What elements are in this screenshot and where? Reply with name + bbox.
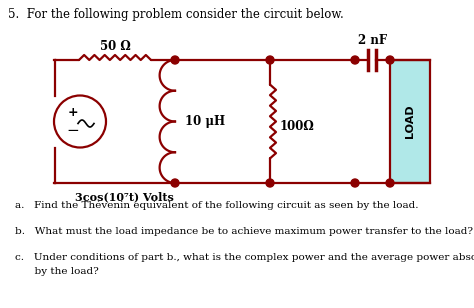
Circle shape (351, 179, 359, 187)
Circle shape (386, 56, 394, 64)
Circle shape (171, 179, 179, 187)
Circle shape (386, 179, 394, 187)
Text: b.   What must the load impedance be to achieve maximum power transfer to the lo: b. What must the load impedance be to ac… (15, 227, 473, 236)
Text: +: + (68, 106, 78, 119)
Text: 2 nF: 2 nF (358, 34, 387, 47)
Circle shape (266, 179, 274, 187)
Text: 10 μH: 10 μH (185, 115, 225, 128)
Circle shape (351, 56, 359, 64)
Text: 50 Ω: 50 Ω (100, 40, 130, 53)
Text: 100Ω: 100Ω (280, 120, 315, 133)
Text: 5.  For the following problem consider the circuit below.: 5. For the following problem consider th… (8, 8, 344, 21)
Text: 3cos(10⁷t) Volts: 3cos(10⁷t) Volts (75, 191, 174, 202)
Circle shape (171, 56, 179, 64)
Text: −: − (67, 123, 79, 138)
Circle shape (266, 56, 274, 64)
Text: a.   Find the Thévenin equivalent of the following circuit as seen by the load.: a. Find the Thévenin equivalent of the f… (15, 201, 419, 210)
Bar (390, 60, 430, 183)
Text: by the load?: by the load? (15, 267, 99, 276)
Text: c.   Under conditions of part b., what is the complex power and the average powe: c. Under conditions of part b., what is … (15, 253, 474, 262)
Text: LOAD: LOAD (405, 105, 415, 138)
